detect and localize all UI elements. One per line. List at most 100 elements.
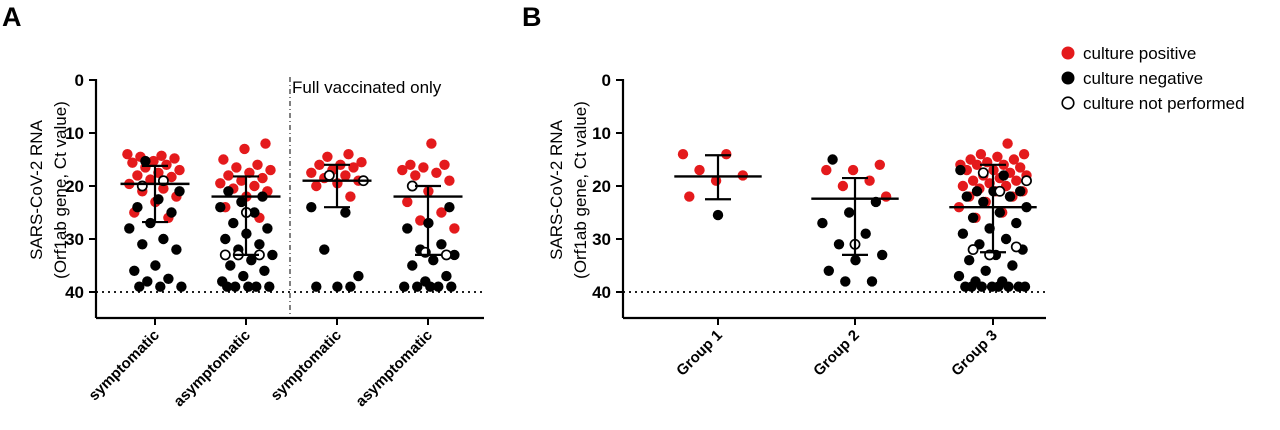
panel-b-point-culture-negative xyxy=(994,207,1005,218)
panel-b-point-culture-negative xyxy=(1004,191,1016,202)
panel-a-point-culture-negative xyxy=(449,249,460,261)
panel-a-point-culture-positive xyxy=(158,183,169,194)
panel-a-ylabel-line1: SARS-CoV-2 RNA xyxy=(27,119,46,259)
panel-b-point-culture-positive xyxy=(847,164,859,176)
panel-a-point-culture-negative xyxy=(176,281,187,292)
panel-a-point-culture-not-performed xyxy=(219,249,231,261)
panel-b-point-culture-negative xyxy=(964,255,975,266)
panel-a-point-culture-positive xyxy=(322,151,333,162)
panel-b-point-culture-negative xyxy=(1000,233,1012,245)
panel-a-point-culture-negative xyxy=(238,270,249,282)
panel-b-point-culture-positive xyxy=(992,151,1003,162)
panel-a-point-culture-positive xyxy=(260,138,271,149)
panel-b-point-culture-positive xyxy=(874,159,885,170)
panel-a-point-culture-negative xyxy=(412,281,423,292)
panel-b-point-culture-negative xyxy=(978,196,989,208)
panel-a-point-culture-negative xyxy=(230,281,241,292)
panel-a-point-culture-negative xyxy=(142,276,153,287)
panel-a-point-culture-negative xyxy=(225,260,236,271)
panel-a-point-culture-negative xyxy=(306,202,317,213)
panel-a-point-culture-positive xyxy=(439,159,450,170)
panel-a-point-culture-negative xyxy=(444,202,455,213)
panel-a-point-culture-negative xyxy=(267,249,278,261)
panel-b-point-culture-negative xyxy=(955,164,966,176)
panel-b-point-culture-positive xyxy=(1015,162,1026,173)
panel-a-point-culture-positive xyxy=(410,170,421,181)
panel-a-point-culture-positive xyxy=(397,164,408,176)
panel-b-point-culture-negative xyxy=(833,239,845,250)
panel-b-point-culture-negative xyxy=(827,154,838,165)
panel-a-point-culture-positive xyxy=(306,167,317,178)
panel-a-point-culture-positive xyxy=(311,180,322,192)
panel-a-point-culture-positive xyxy=(356,157,367,168)
panel-a-point-culture-negative xyxy=(155,281,166,292)
panel-b-point-culture-positive xyxy=(967,175,979,186)
panel-a-x-tick-label: asymptomatic xyxy=(352,327,435,410)
panel-a-point-culture-positive xyxy=(257,172,268,184)
panel-b-point-culture-negative xyxy=(980,265,991,276)
panel-b-point-culture-positive xyxy=(677,149,689,160)
legend-marker-culture-not-performed xyxy=(1061,96,1075,110)
panel-b-point-culture-negative xyxy=(971,186,983,197)
panel-a-point-culture-negative xyxy=(353,270,364,282)
panel-a-point-culture-negative xyxy=(251,281,262,292)
panel-a-point-culture-negative xyxy=(171,244,182,255)
panel-b-point-culture-negative xyxy=(993,281,1004,292)
panel-b-x-tick-label: Group 3 xyxy=(948,327,1001,380)
panel-a-y-tick-label: 30 xyxy=(65,230,84,249)
panel-a-point-culture-positive xyxy=(444,175,455,186)
panel-a-point-culture-negative xyxy=(166,207,177,218)
panel-a-point-culture-positive xyxy=(418,162,429,173)
panel-a-point-culture-positive xyxy=(415,215,426,226)
panel-b-point-culture-negative xyxy=(860,228,871,239)
panel-a-point-culture-positive xyxy=(431,167,442,178)
panel-b-point-culture-negative xyxy=(866,276,878,287)
panel-b-ylabel-line2: (Orf1ab gene, Ct value) xyxy=(571,101,590,279)
panel-a-point-culture-negative xyxy=(425,281,436,292)
panel-b-point-culture-negative xyxy=(967,212,979,223)
panel-a-point-culture-positive xyxy=(239,143,250,155)
panel-a-point-culture-negative xyxy=(220,233,231,245)
panel-a-point-culture-positive xyxy=(405,159,416,170)
panel-a-point-culture-positive xyxy=(449,223,460,234)
panel-b-point-culture-positive xyxy=(1002,138,1013,149)
panel-b-point-culture-negative xyxy=(712,209,724,221)
panel-b-point-culture-negative xyxy=(953,270,965,282)
panel-a-point-culture-positive xyxy=(343,149,354,160)
panel-a-point-culture-negative xyxy=(446,281,457,292)
panel-a-point-culture-negative xyxy=(124,223,135,234)
panel-a-point-culture-positive xyxy=(340,170,351,181)
panel-a-point-culture-negative xyxy=(249,207,260,218)
panel-a-point-culture-negative xyxy=(246,255,257,266)
panel-b-point-culture-negative xyxy=(850,255,861,266)
panel-b-point-culture-not-performed xyxy=(994,185,1006,197)
panel-a-point-culture-negative xyxy=(243,281,254,292)
panel-a-point-culture-negative xyxy=(137,239,148,250)
panel-a-point-culture-negative xyxy=(174,186,185,197)
panel-a-point-culture-negative xyxy=(222,281,233,292)
panel-b-point-culture-positive xyxy=(694,164,705,176)
panel-b-label: B xyxy=(522,2,542,32)
panel-a-point-culture-negative xyxy=(158,233,169,245)
panel-a-point-culture-positive xyxy=(231,162,242,173)
panel-b-point-culture-positive xyxy=(1018,149,1030,160)
panel-a-point-culture-positive xyxy=(426,138,437,149)
panel-a-point-culture-negative xyxy=(129,265,140,276)
panel-a-y-tick-label: 0 xyxy=(75,71,84,90)
panel-a-point-culture-negative xyxy=(223,186,234,197)
panel-a-point-culture-negative xyxy=(134,281,145,292)
panel-a-point-culture-positive xyxy=(223,170,234,181)
panel-a-point-culture-negative xyxy=(332,281,343,292)
legend-marker-culture-negative xyxy=(1061,71,1075,85)
panel-a-point-culture-negative xyxy=(236,196,247,208)
panel-a-point-culture-negative xyxy=(215,202,226,213)
panel-a-point-culture-negative xyxy=(319,244,330,255)
panel-a-point-culture-positive xyxy=(252,159,263,170)
panel-a-point-culture-positive xyxy=(174,164,185,176)
panel-b-point-culture-not-performed xyxy=(967,244,979,256)
panel-a-point-culture-negative xyxy=(264,281,275,292)
panel-a-point-culture-positive xyxy=(166,171,177,183)
panel-a-point-culture-negative xyxy=(433,281,444,292)
panel-a-point-culture-negative xyxy=(345,281,356,292)
